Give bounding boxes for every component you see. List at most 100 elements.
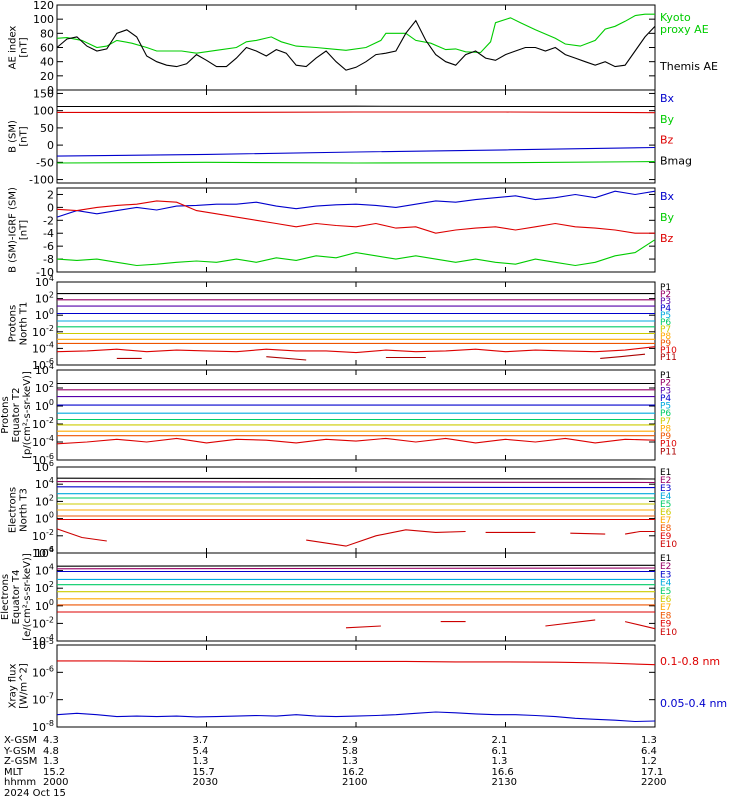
legend-entry: 0.1-0.8 nm	[660, 655, 720, 668]
y-tick-label: -4	[43, 227, 54, 240]
y-axis-label: [nT]	[19, 126, 30, 146]
y-tick-label: 10-5	[32, 637, 54, 652]
legend-entry: E9	[660, 620, 672, 630]
footer-cell: 1.3	[641, 735, 657, 746]
y-tick-label: 0	[47, 84, 54, 97]
footer-cell: 5.4	[192, 745, 209, 757]
y-tick-label: 10-2	[32, 528, 54, 543]
y-tick-label: 50	[40, 122, 54, 135]
y-axis-label: [e/(cm²-s-sr-keV)]	[22, 553, 33, 641]
series-line	[56, 200, 655, 234]
panel-frame	[56, 89, 656, 184]
y-tick-label: -100	[29, 174, 54, 187]
y-axis-label: B (SM)-IGRF (SM)	[8, 187, 19, 273]
legend-entry: P7	[660, 325, 671, 335]
series-line	[56, 146, 656, 157]
legend-entry: P8	[660, 332, 671, 342]
series-line	[570, 532, 606, 535]
y-tick-label: 120	[33, 0, 54, 12]
y-tick-label: 102	[35, 291, 54, 306]
series-line	[56, 564, 656, 567]
legend-entry: E2	[660, 476, 671, 486]
legend-entry: Kyoto	[660, 11, 691, 24]
y-axis-label: [p/(cm²-s-sr-keV)]	[22, 371, 33, 459]
legend-entry: E6	[660, 595, 672, 605]
legend-entry: P4	[660, 394, 671, 404]
legend-entry: P1	[660, 371, 671, 381]
y-tick-label: 104	[35, 274, 54, 289]
y-tick-label: 100	[35, 598, 54, 613]
legend-entry: P2	[660, 379, 671, 389]
legend-entry: E8	[660, 611, 672, 621]
y-tick-label: 10-4	[32, 434, 54, 449]
legend-entry: E1	[660, 554, 671, 564]
y-axis-label: North T1	[19, 302, 30, 346]
legend-entry: 0.05-0.4 nm	[660, 697, 727, 710]
series-line	[56, 13, 655, 54]
legend-entry: Bx	[660, 190, 675, 203]
y-tick-label: 40	[40, 56, 54, 69]
series-line	[57, 111, 656, 114]
series-line	[56, 486, 656, 489]
y-tick-label: 104	[35, 362, 54, 377]
y-axis-label: Electrons	[0, 574, 11, 620]
series-line	[600, 353, 646, 359]
legend-entry: P7	[660, 417, 671, 427]
legend-entry: Bx	[660, 92, 675, 105]
series-line	[56, 477, 656, 480]
y-tick-label: 100	[35, 307, 54, 322]
panel-3: -10-8-6-4-202 B (SM)-IGRF (SM) [nT] Bx By Bz	[8, 187, 675, 279]
footer-cell: 16.6	[491, 766, 514, 778]
legend-entry: P8	[660, 424, 671, 434]
legend-entry: By	[660, 113, 675, 126]
y-tick-label: 10-8	[32, 719, 54, 734]
legend-entry: By	[660, 211, 675, 224]
panel-7: 10-4 10-2 100 102 104 106 Electrons Equator T4[…	[0, 545, 677, 648]
y-tick-label: 104	[35, 476, 54, 491]
y-axis-label: Protons	[8, 305, 19, 342]
footer-cell: 4.8	[43, 745, 59, 757]
y-tick-label: 2	[47, 188, 54, 201]
legend-entry: E10	[660, 628, 677, 638]
legend-entry: P5	[660, 402, 671, 412]
y-axis-label: Equator T4	[11, 570, 22, 625]
y-tick-label: 0	[47, 139, 54, 152]
series-line	[56, 19, 656, 71]
y-tick-label: 10-7	[32, 692, 54, 707]
footer-row-label: 2024 Oct 15	[4, 787, 66, 799]
y-tick-label: 0	[47, 201, 54, 214]
series-line	[56, 711, 656, 723]
legend-entry: P6	[660, 409, 671, 419]
legend-entry: E5	[660, 587, 671, 597]
panel-frame	[56, 644, 656, 728]
series-line	[56, 481, 656, 484]
panel-8: 10-8 10-7 10-6 10-5 Xray flux [W/m^2] 0.1-0.8 …	[8, 637, 728, 734]
y-tick-label: 10-2	[32, 416, 54, 431]
y-tick-label: 10-2	[32, 324, 54, 339]
legend-entry: Bz	[660, 134, 674, 147]
footer-cell: 6.4	[641, 745, 657, 757]
footer-row-label: MLT	[4, 766, 23, 778]
panel-2: -100 -50 0 50 100 150 B (SM) [nT] Bx By Bz Bmag	[8, 87, 693, 186]
legend-entry: E7	[660, 516, 671, 526]
y-tick-label: 100	[35, 511, 54, 526]
y-tick-label: -8	[43, 253, 54, 266]
footer-cell: 3.7	[192, 735, 209, 746]
series-line	[625, 530, 655, 535]
panel-5: 10-6 10-4 10-2 100 102 104 Protons Equator T2 [p…	[0, 362, 677, 467]
legend-entry: P3	[660, 297, 671, 307]
legend-entry: E4	[660, 579, 672, 589]
legend-entry: P9	[660, 339, 671, 349]
y-tick-label: 80	[40, 27, 54, 40]
footer-cell: 16.2	[342, 766, 365, 778]
footer-cell: 6.1	[491, 745, 508, 757]
y-tick-label: 20	[40, 70, 54, 83]
footer-cell: 2.1	[491, 735, 508, 746]
series-line	[266, 356, 307, 361]
y-tick-label: 10-2	[32, 615, 54, 630]
